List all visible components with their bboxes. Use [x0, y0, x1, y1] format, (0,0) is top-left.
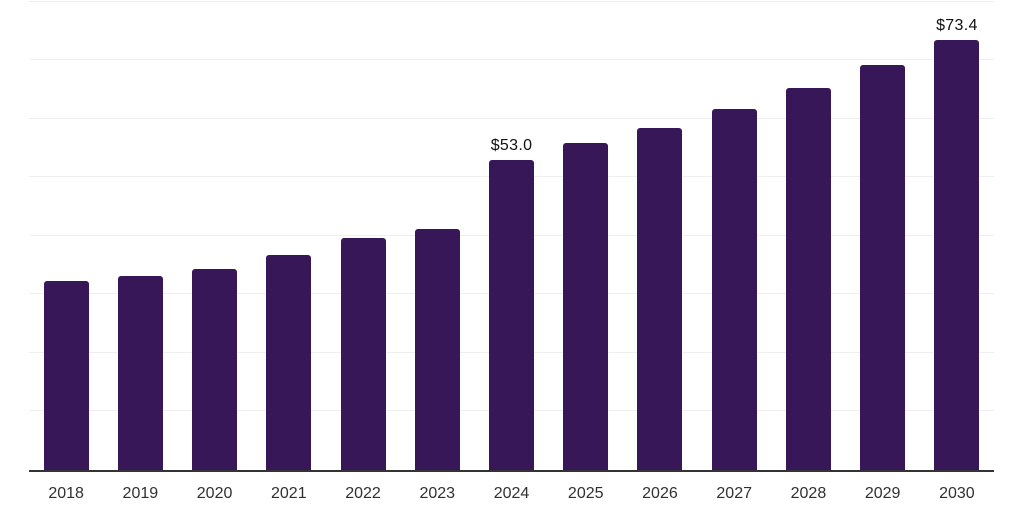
bar-2026	[637, 128, 683, 470]
bar-2024	[489, 159, 534, 470]
bar-2019	[117, 275, 163, 470]
bar-2029	[860, 64, 906, 470]
tick-label-2021: 2021	[271, 485, 307, 502]
bar-2030	[934, 40, 980, 470]
plot-area: $53.0 $73.4	[29, 0, 994, 472]
tick-label-2027: 2027	[716, 485, 752, 502]
tick-label-2024: 2024	[493, 485, 530, 502]
bar-2021	[266, 254, 312, 470]
tick-label-2025: 2025	[567, 485, 604, 502]
data-label-2024: $53.0	[490, 136, 533, 154]
tick-label-2019: 2019	[122, 485, 159, 502]
tick-label-2018: 2018	[48, 485, 84, 502]
tick-label-2020: 2020	[196, 485, 233, 502]
gridline-70	[29, 59, 994, 61]
bar-2025	[563, 143, 609, 470]
data-label-2030: $73.4	[936, 17, 978, 35]
bar-2020	[192, 269, 238, 470]
gridline-60	[29, 117, 994, 119]
x-axis-tick-labels: 2018 2019 2020 2021 2022 2023 2024 2025 2026 2027…	[29, 484, 994, 506]
tick-label-2029: 2029	[864, 485, 901, 502]
bar-2027	[711, 109, 757, 470]
x-axis-line	[29, 470, 994, 472]
bar-2023	[414, 229, 460, 470]
gridline-80	[29, 0, 994, 2]
tick-label-2022: 2022	[345, 485, 381, 502]
tick-label-2028: 2028	[790, 485, 827, 502]
bar-2018	[43, 281, 89, 470]
tick-label-2030: 2030	[939, 485, 975, 502]
bar-2028	[785, 88, 831, 470]
tick-label-2023: 2023	[419, 485, 456, 502]
bar-2022	[340, 238, 386, 470]
tick-label-2026: 2026	[642, 485, 678, 502]
